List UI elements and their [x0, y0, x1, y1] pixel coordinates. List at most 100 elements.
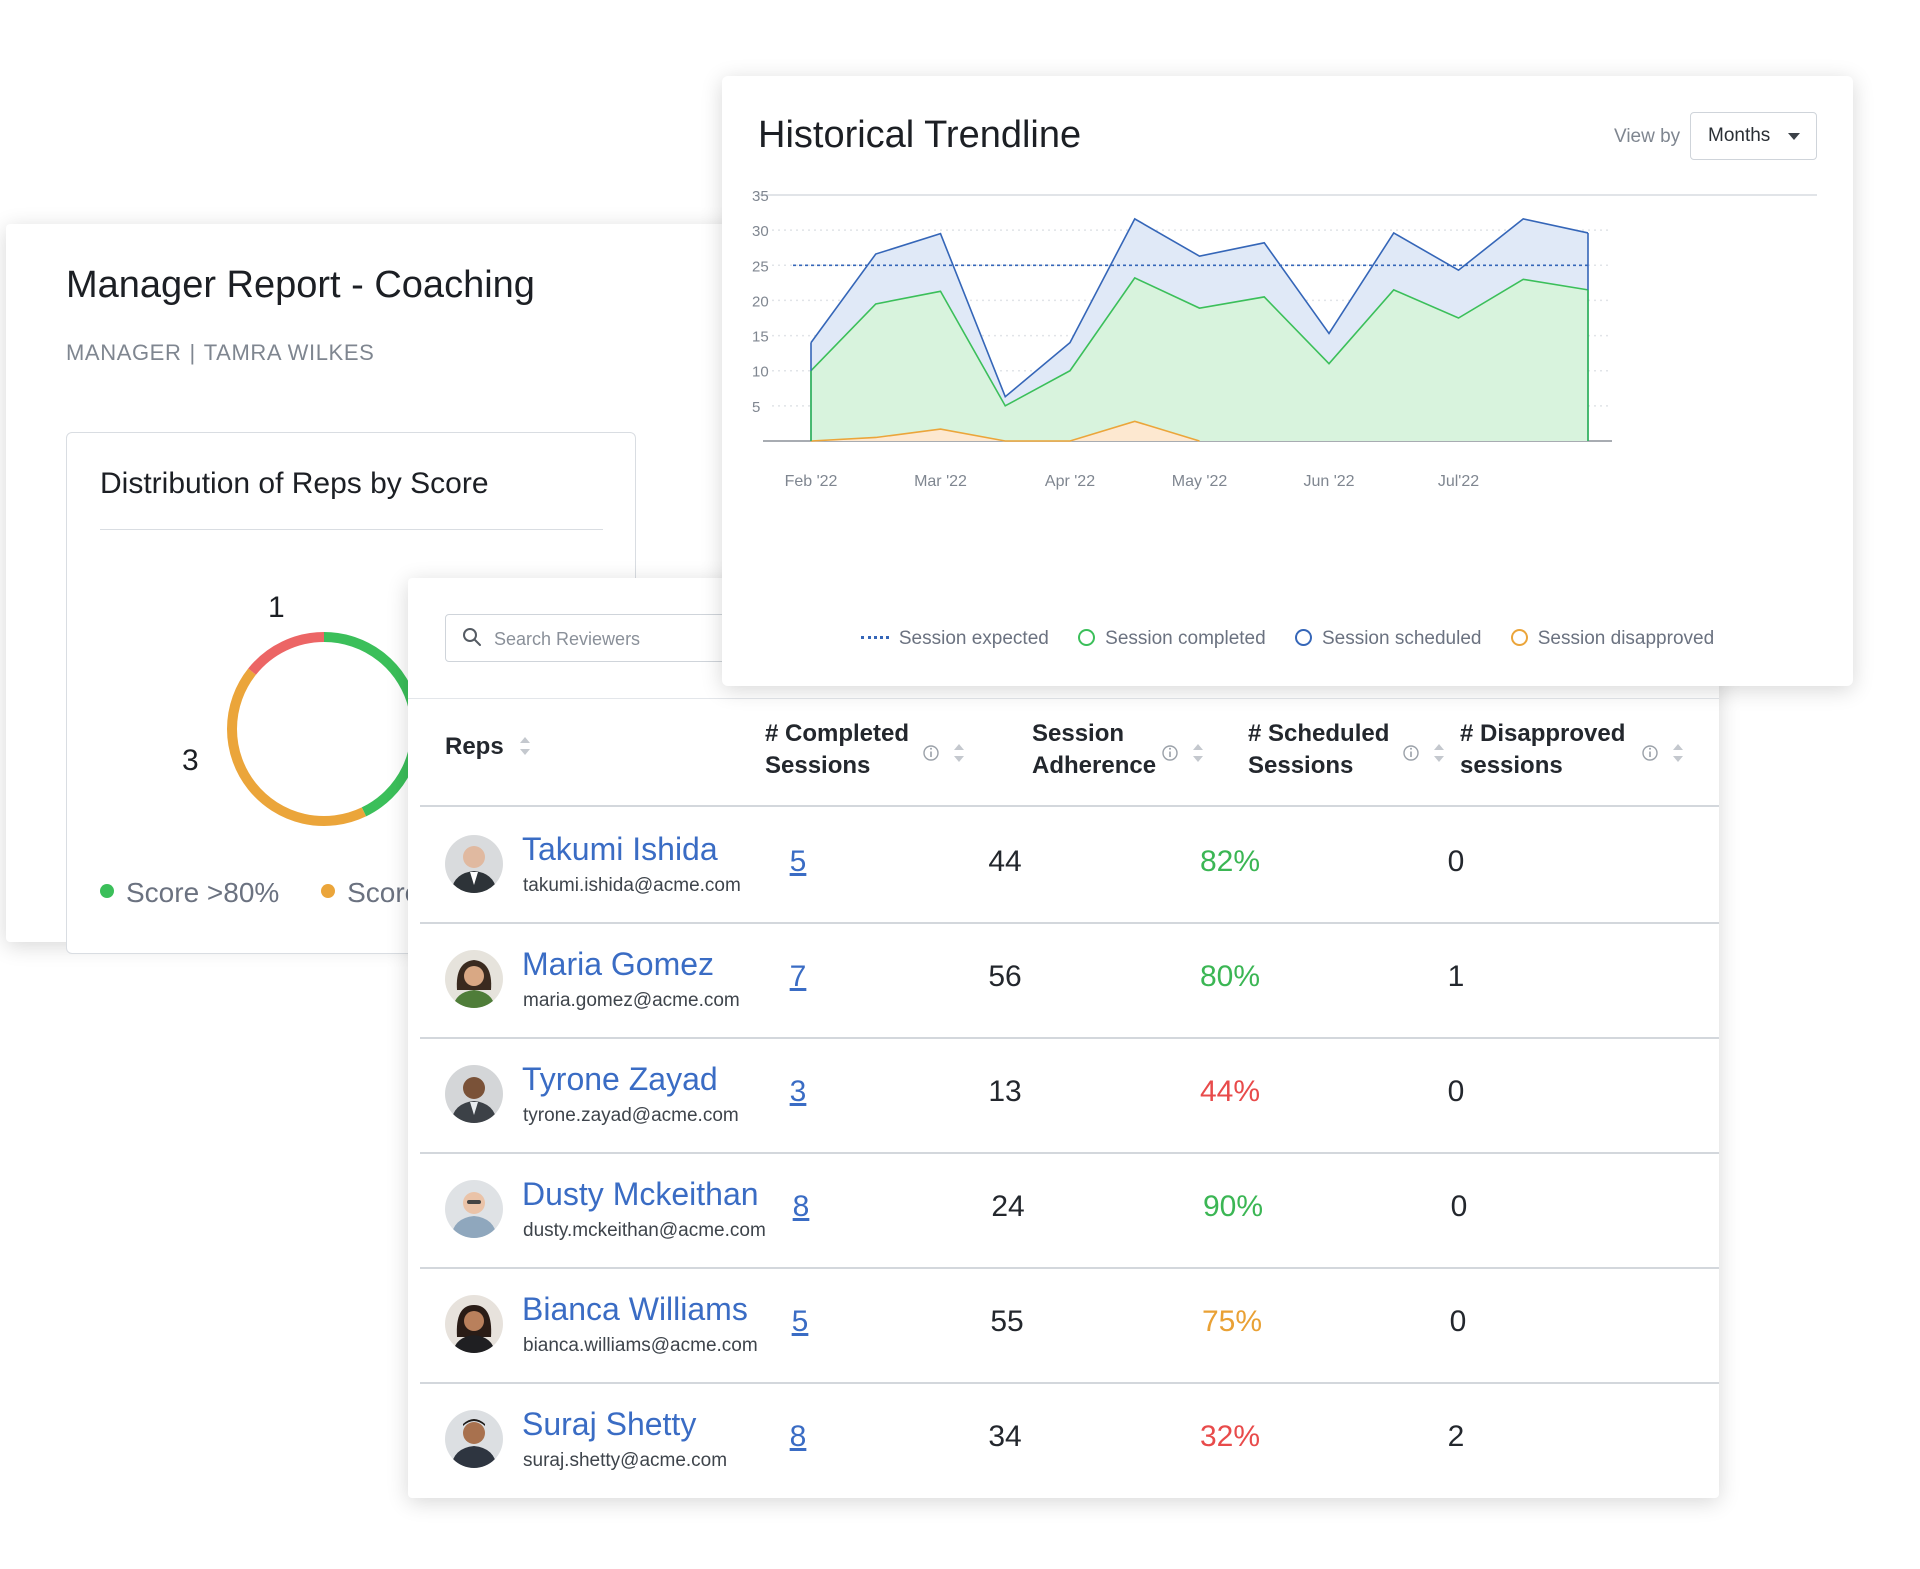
rep-email: takumi.ishida@acme.com: [523, 875, 741, 896]
table-top-divider: [408, 698, 1719, 699]
x-tick-label: May '22: [1172, 473, 1228, 490]
legend-item-score-high: Score >80%: [100, 877, 279, 908]
sort-icon: [1673, 744, 1683, 762]
legend-dot-green: [100, 884, 114, 898]
legend-item-scheduled: Session scheduled: [1294, 628, 1482, 650]
donut-label-top: 1: [268, 591, 285, 624]
rep-name-link[interactable]: Bianca Williams: [522, 1291, 748, 1327]
distribution-legend: Score >80% Score: [100, 877, 454, 909]
report-title: Manager Report - Coaching: [66, 264, 535, 306]
rep-name-link[interactable]: Maria Gomez: [522, 946, 715, 982]
search-icon: [463, 628, 481, 646]
info-sort-icons[interactable]: [1161, 742, 1205, 764]
table-row: Bianca Williams bianca.williams@acme.com…: [420, 1267, 1719, 1384]
rep-email: dusty.mckeithan@acme.com: [523, 1220, 766, 1241]
session-adherence-value: 44: [988, 845, 1022, 878]
column-label-line2: Sessions: [1248, 752, 1354, 779]
info-sort-icons[interactable]: [1641, 742, 1685, 764]
rep-name-link[interactable]: Takumi Ishida: [522, 831, 718, 867]
rep-name-link[interactable]: Suraj Shetty: [522, 1406, 697, 1442]
y-tick-label: 5: [752, 399, 760, 416]
trend-legend: Session expected Session completed Sessi…: [722, 628, 1853, 650]
avatar: [445, 1065, 503, 1123]
column-header-reps[interactable]: Reps: [445, 731, 532, 763]
info-sort-icons[interactable]: [922, 742, 966, 764]
legend-circle-green: [1078, 629, 1096, 646]
column-label-line2: Sessions: [765, 752, 871, 779]
legend-label: Score >80%: [126, 877, 280, 908]
sort-icon: [1193, 744, 1203, 762]
completed-sessions-link[interactable]: 3: [789, 1075, 807, 1108]
rep-email: bianca.williams@acme.com: [523, 1335, 758, 1356]
x-tick-label: Apr '22: [1045, 473, 1095, 490]
sort-icon[interactable]: [518, 735, 532, 757]
series-line: [810, 420, 1200, 442]
legend-label: Session completed: [1105, 628, 1266, 649]
historical-trendline-card: Historical Trendline View by Months 5 10 1…: [722, 76, 1853, 686]
manager-name: TAMRA WILKES: [203, 340, 375, 365]
legend-label: Session expected: [898, 628, 1049, 649]
session-adherence-value: 24: [991, 1190, 1025, 1223]
scheduled-sessions-value: 75%: [1201, 1305, 1263, 1338]
y-tick-label: 30: [752, 223, 769, 240]
session-adherence-value: 55: [990, 1305, 1024, 1338]
header-divider: [420, 805, 1719, 807]
legend-dot-orange: [321, 884, 336, 898]
view-by-select[interactable]: Months: [1690, 112, 1817, 160]
column-label-line2: Adherence: [1032, 752, 1157, 779]
view-by-label: View by: [1614, 126, 1681, 147]
view-by-value: Months: [1708, 125, 1771, 146]
info-icon: [1403, 745, 1419, 761]
scheduled-sessions-value: 90%: [1202, 1190, 1264, 1223]
legend-label: Session scheduled: [1321, 628, 1482, 649]
column-header-scheduled-sessions[interactable]: # Scheduled Sessions: [1248, 718, 1389, 782]
search-reviewers-input[interactable]: [492, 623, 756, 655]
completed-sessions-link[interactable]: 7: [789, 960, 807, 993]
legend-label: Session disapproved: [1537, 628, 1715, 649]
column-header-disapproved-sessions[interactable]: # Disapproved sessions: [1460, 718, 1625, 782]
column-label-line1: # Completed: [765, 720, 910, 747]
scheduled-sessions-value: 80%: [1199, 960, 1261, 993]
avatar: [445, 1295, 503, 1353]
series-area: [811, 277, 1588, 441]
column-label-line1: # Scheduled: [1248, 720, 1390, 747]
x-tick-label: Mar '22: [914, 473, 967, 490]
rep-email: maria.gomez@acme.com: [523, 990, 740, 1011]
session-adherence-value: 56: [988, 960, 1022, 993]
completed-sessions-link[interactable]: 5: [791, 1305, 809, 1338]
y-tick-label: 35: [752, 188, 769, 205]
completed-sessions-link[interactable]: 5: [789, 845, 807, 878]
table-row: Takumi Ishida takumi.ishida@acme.com 5 4…: [420, 807, 1719, 924]
caret-down-icon: [1788, 133, 1800, 140]
column-label: Reps: [445, 733, 504, 760]
table-row: Dusty Mckeithan dusty.mckeithan@acme.com…: [420, 1152, 1719, 1269]
rep-name-link[interactable]: Dusty Mckeithan: [522, 1176, 759, 1212]
completed-sessions-link[interactable]: 8: [792, 1190, 810, 1223]
column-header-completed-sessions[interactable]: # Completed Sessions: [765, 718, 909, 782]
completed-sessions-link[interactable]: 8: [789, 1420, 807, 1453]
sort-icon: [1434, 744, 1444, 762]
sort-icon: [954, 744, 964, 762]
disapproved-sessions-value: 0: [1450, 1190, 1468, 1223]
info-icon: [1642, 745, 1658, 761]
search-box[interactable]: [445, 614, 767, 662]
table-row: Maria Gomez maria.gomez@acme.com 7 56 80…: [420, 922, 1719, 1039]
legend-item-expected: Session expected: [860, 628, 1049, 650]
avatar: [445, 1410, 503, 1468]
y-tick-label: 15: [752, 329, 769, 346]
series-line: [810, 217, 1589, 399]
series-area: [811, 421, 1200, 441]
rep-name-link[interactable]: Tyrone Zayad: [522, 1061, 718, 1097]
info-sort-icons[interactable]: [1402, 742, 1446, 764]
y-tick-label: 20: [752, 293, 769, 310]
legend-item-score-mid: Score: [321, 877, 420, 908]
donut-segment: [323, 632, 421, 817]
column-header-session-adherence[interactable]: Session Adherence: [1032, 718, 1156, 782]
subtitle-separator: |: [189, 340, 196, 365]
y-tick-label: 25: [752, 258, 769, 275]
avatar: [445, 835, 503, 893]
scheduled-sessions-value: 82%: [1199, 845, 1261, 878]
table-row: Tyrone Zayad tyrone.zayad@acme.com 3 13 …: [420, 1037, 1719, 1154]
column-label-line1: Session: [1032, 720, 1125, 747]
avatar: [445, 1180, 503, 1238]
